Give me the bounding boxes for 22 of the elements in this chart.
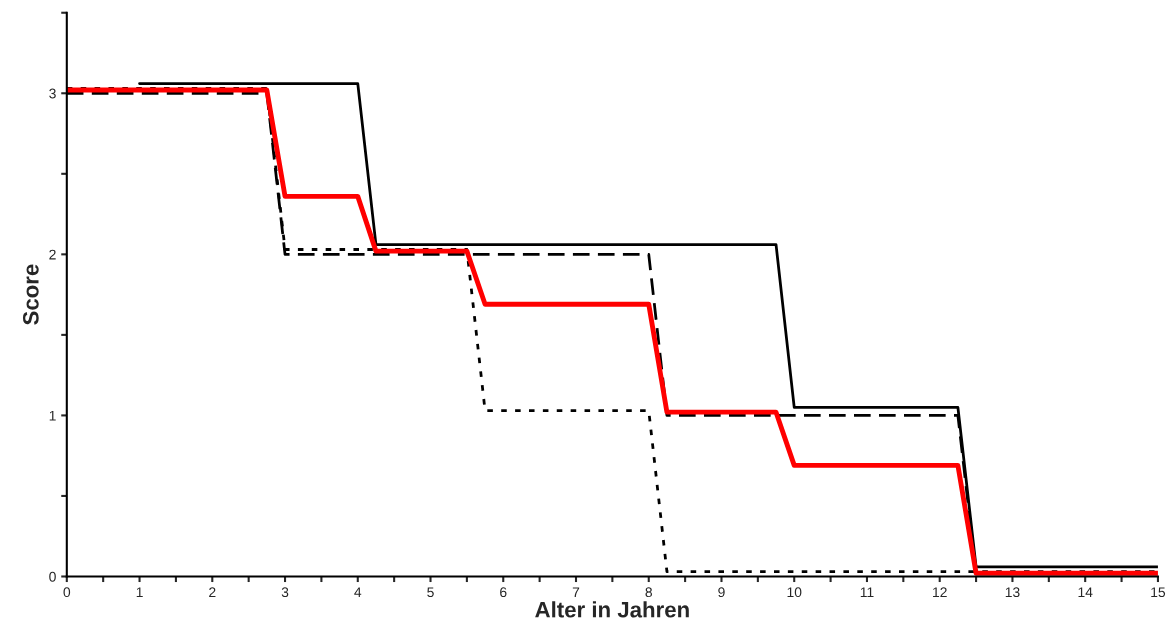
x-tick-label: 15	[1151, 587, 1166, 598]
x-tick-label: 2	[209, 587, 216, 597]
y-axis-title: Score	[22, 264, 39, 325]
y-tick-label: 3	[49, 88, 56, 99]
x-tick-label: 14	[1078, 587, 1093, 597]
x-axis-title: Alter in Jahren	[535, 601, 689, 618]
x-tick-label: 12	[933, 587, 947, 597]
y-tick-label: 0	[49, 571, 56, 582]
x-tick-label: 9	[718, 587, 725, 598]
x-tick-label: 13	[1005, 587, 1020, 598]
x-tick-label: 7	[572, 587, 580, 597]
y-tick-label: 2	[49, 249, 56, 260]
x-tick-label: 11	[860, 587, 874, 597]
x-tick-label: 5	[427, 587, 434, 598]
x-tick-label: 10	[787, 587, 802, 598]
y-tick-label: 1	[49, 410, 56, 421]
x-tick-label: 0	[63, 587, 71, 598]
x-tick-label: 6	[500, 587, 507, 598]
x-tick-label: 4	[354, 587, 362, 597]
x-tick-label: 3	[281, 587, 289, 598]
x-tick-label: 8	[645, 587, 652, 598]
x-tick-label: 1	[136, 587, 143, 597]
